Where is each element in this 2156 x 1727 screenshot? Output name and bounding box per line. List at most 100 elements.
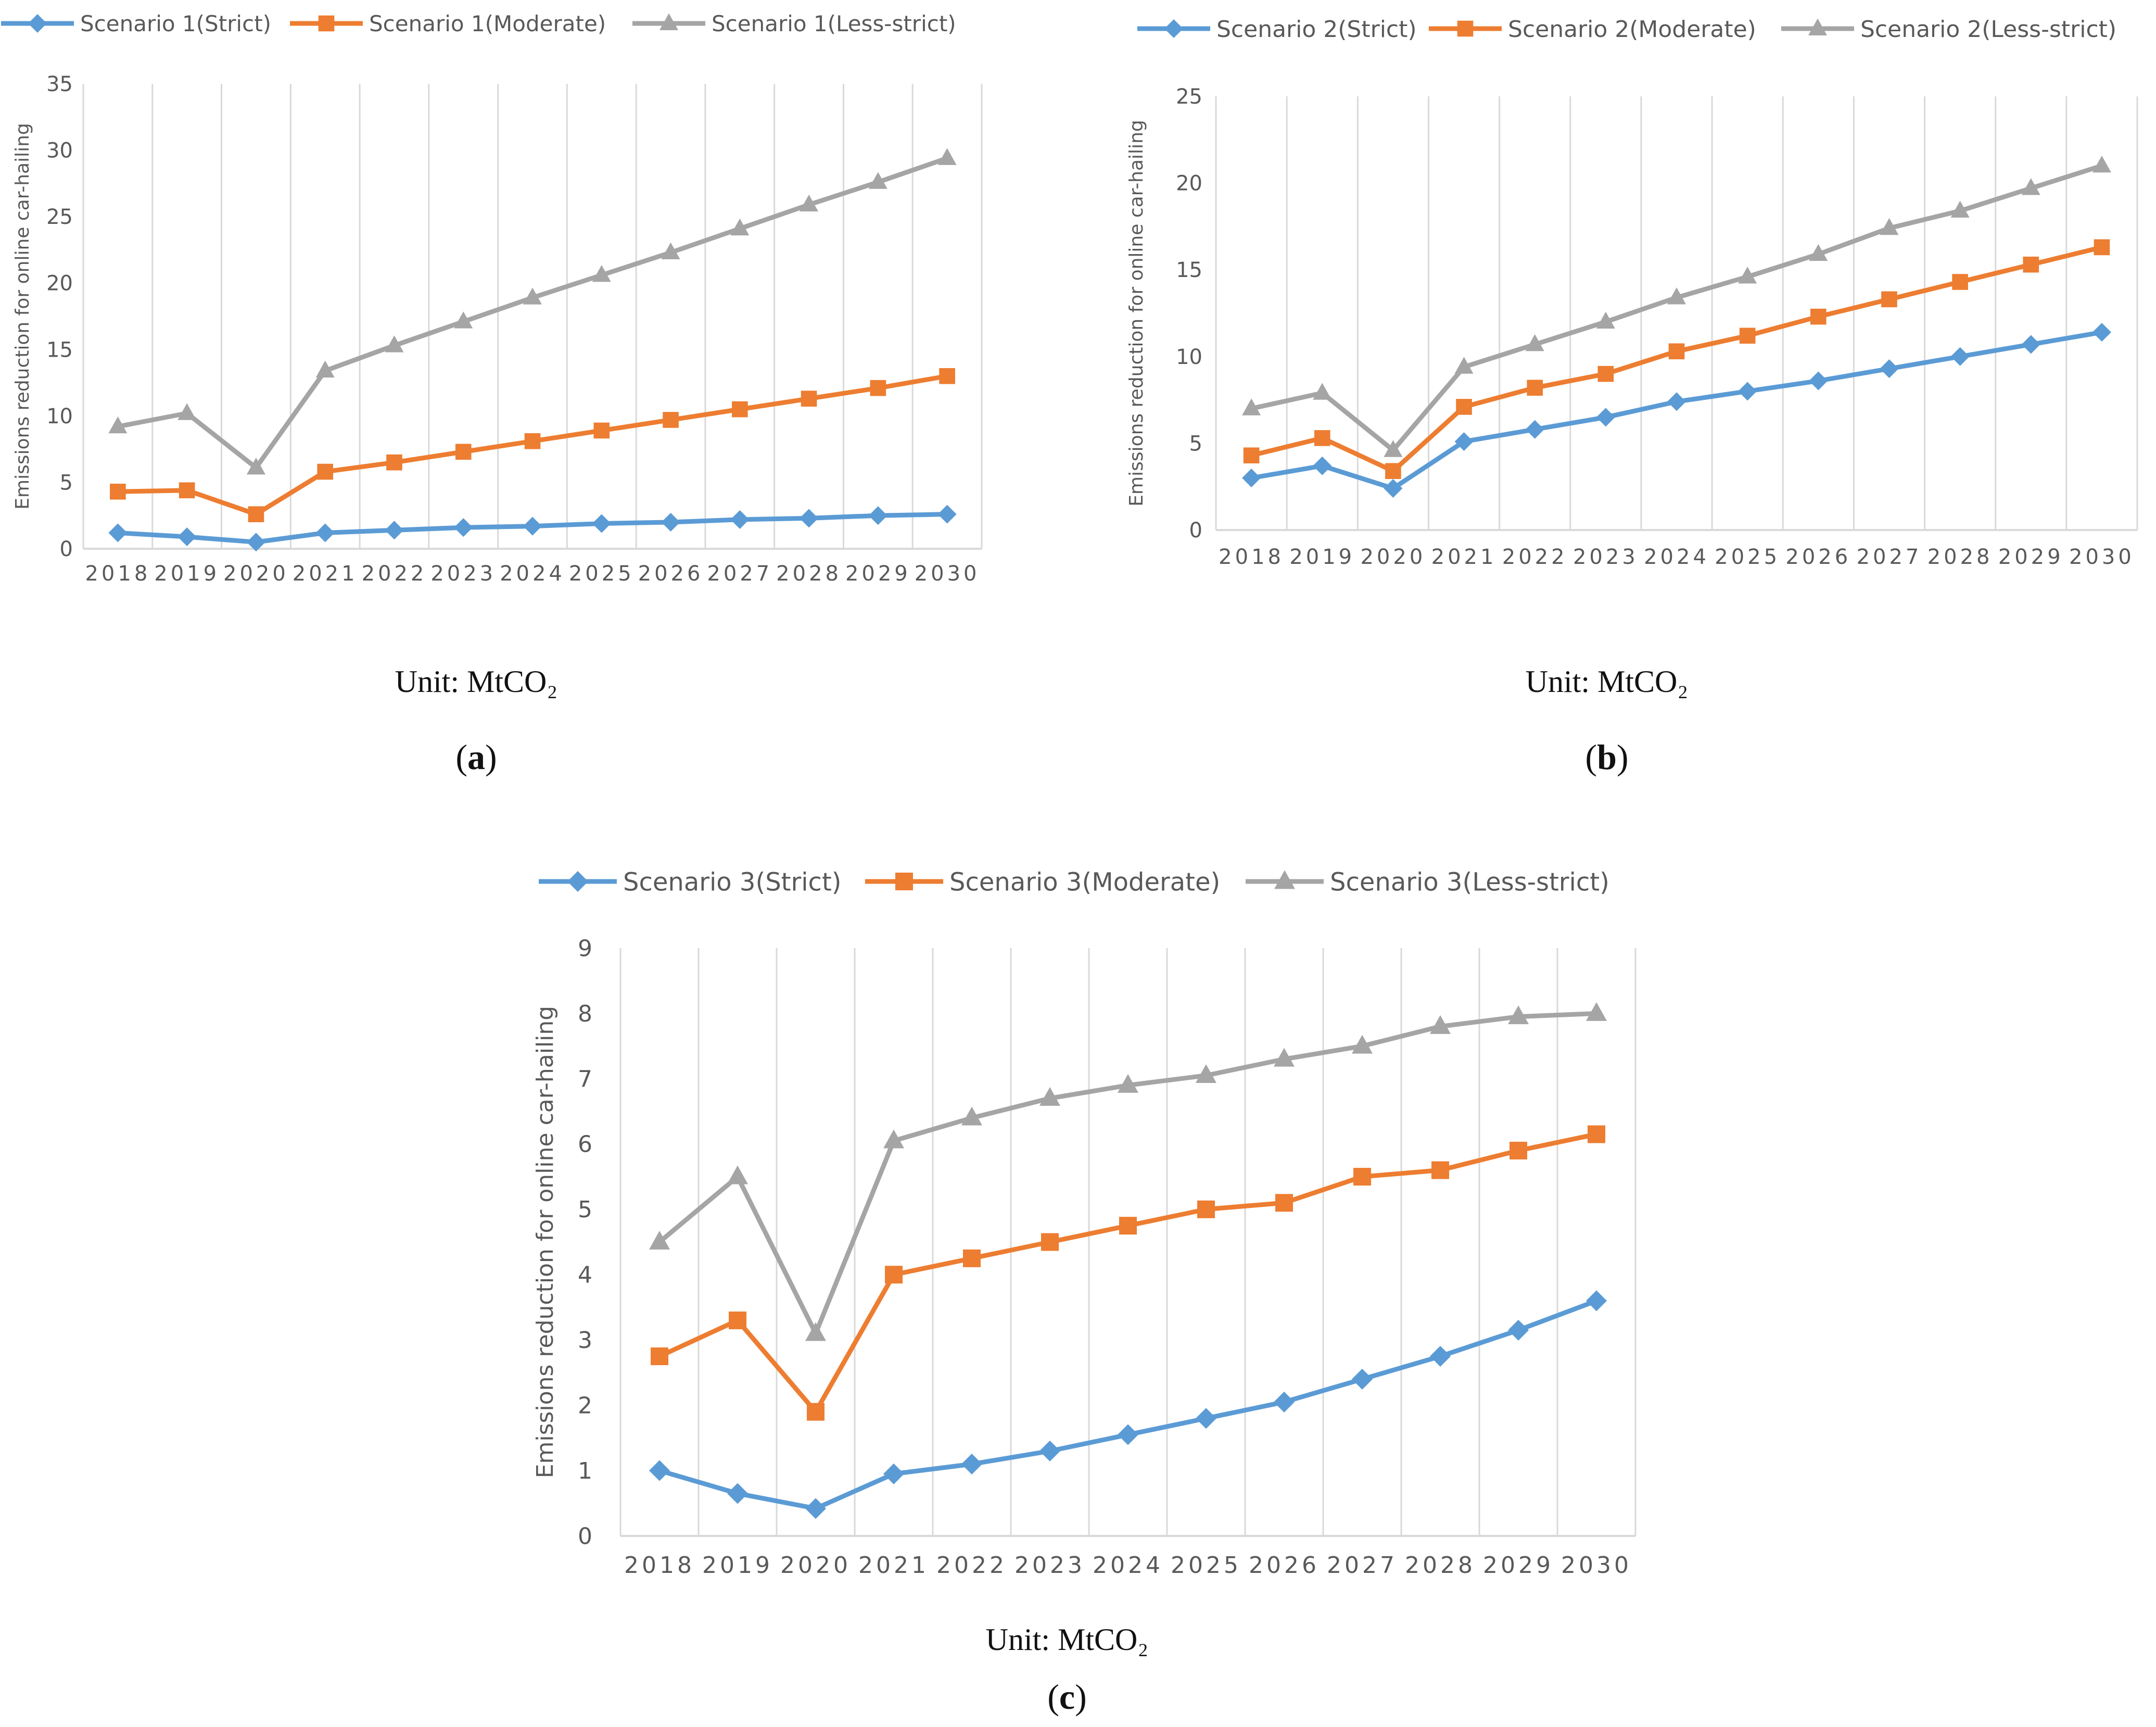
chart-panel-c: 0 1 2 3 4 5 6 7 8 9 2018 2019 2020 2021 2022 2023 2024 20… xyxy=(532,867,1637,1579)
data-point-marker xyxy=(246,457,265,475)
data-point-marker xyxy=(315,523,335,543)
legend-item: Scenario 3(Less-strict) xyxy=(1246,867,1609,897)
y-tick-label: 15 xyxy=(46,338,73,362)
x-tick-label: 2022 xyxy=(1502,545,1568,569)
data-point-marker xyxy=(1313,456,1332,475)
data-point-marker xyxy=(455,444,472,460)
data-point-marker xyxy=(2021,335,2040,354)
data-point-marker xyxy=(730,510,750,529)
data-point-marker xyxy=(1596,408,1615,427)
unit-caption-a: Unit: MtCO₂ xyxy=(395,664,558,699)
data-point-marker xyxy=(1274,1391,1295,1413)
x-tick-label: 2027 xyxy=(707,562,772,586)
x-tick-label: 2025 xyxy=(569,562,635,586)
data-point-marker xyxy=(1196,1408,1216,1429)
unit-caption-c: Unit: MtCO₂ xyxy=(985,1622,1149,1657)
data-point-marker xyxy=(108,523,128,543)
data-point-marker xyxy=(1456,399,1472,415)
data-point-marker xyxy=(801,390,817,407)
panel-label-c: (c) xyxy=(1047,1677,1087,1717)
series-less-strict xyxy=(649,1002,1607,1341)
x-tick-label: 2025 xyxy=(1715,545,1780,569)
data-point-marker xyxy=(1454,432,1474,451)
unit-caption-b: Unit: MtCO₂ xyxy=(1525,664,1689,699)
data-point-marker xyxy=(883,1463,904,1484)
y-tick-label: 7 xyxy=(578,1066,592,1092)
legend-item: Scenario 2(Moderate) xyxy=(1429,16,1756,43)
data-point-marker xyxy=(870,380,886,396)
data-point-marker xyxy=(1454,357,1474,374)
data-point-marker xyxy=(1668,343,1685,360)
data-point-marker xyxy=(1119,1217,1137,1235)
data-point-marker xyxy=(1738,267,1757,284)
data-point-marker xyxy=(1313,383,1332,400)
data-point-marker xyxy=(1738,382,1757,401)
data-point-marker xyxy=(1242,469,1261,488)
data-point-marker xyxy=(661,512,680,532)
data-point-marker xyxy=(1039,1087,1060,1106)
data-point-marker xyxy=(661,242,680,259)
data-point-marker xyxy=(248,506,264,522)
y-tick-label: 25 xyxy=(1176,85,1202,109)
x-tick-label: 2026 xyxy=(638,562,704,586)
x-tick-label: 2021 xyxy=(293,562,358,586)
panel-letter-b: b xyxy=(1597,737,1617,777)
legend-item: Scenario 2(Strict) xyxy=(1137,16,1417,43)
data-point-marker xyxy=(1809,244,1828,261)
series-line xyxy=(658,1299,1597,1511)
data-point-marker xyxy=(177,403,197,420)
data-point-marker xyxy=(1597,365,1614,382)
y-tick-label: 4 xyxy=(578,1262,592,1289)
x-tick-label: 2026 xyxy=(1249,1552,1320,1579)
data-point-marker xyxy=(592,514,611,533)
series-less-strict xyxy=(1242,155,2111,457)
data-point-marker xyxy=(1274,1048,1295,1067)
data-point-marker xyxy=(1588,1125,1605,1143)
data-point-marker xyxy=(523,287,542,305)
data-point-marker xyxy=(1739,327,1756,344)
data-point-marker xyxy=(800,194,819,212)
data-point-marker xyxy=(1586,1290,1607,1312)
data-point-marker xyxy=(727,1165,748,1184)
y-tick-label: 9 xyxy=(578,935,592,962)
data-point-marker xyxy=(177,527,197,547)
data-point-marker xyxy=(805,1498,826,1519)
y-tick-label: 10 xyxy=(46,405,73,428)
x-tick-label: 2021 xyxy=(1431,545,1497,569)
data-point-marker xyxy=(385,335,404,352)
x-tick-label: 2018 xyxy=(624,1552,695,1579)
data-point-marker xyxy=(1596,311,1615,329)
data-point-marker xyxy=(1314,430,1330,446)
x-tick-label: 2020 xyxy=(223,562,289,586)
legend-marker xyxy=(28,14,47,33)
legend-item: Scenario 1(Moderate) xyxy=(290,11,606,36)
y-tick-label: 20 xyxy=(1176,172,1202,196)
x-tick-label: 2025 xyxy=(1171,1552,1241,1579)
legend-item: Scenario 1(Strict) xyxy=(1,11,271,36)
data-point-marker xyxy=(1384,479,1403,498)
data-point-marker xyxy=(1196,1064,1216,1083)
x-tick-label: 2024 xyxy=(500,562,565,586)
data-point-marker xyxy=(592,264,611,282)
legend-marker xyxy=(660,13,678,30)
x-tick-label: 2022 xyxy=(936,1552,1007,1579)
data-point-marker xyxy=(663,412,679,428)
data-point-marker xyxy=(1667,392,1686,411)
panel-label-b: (b) xyxy=(1585,737,1629,777)
x-tick-label: 2030 xyxy=(915,562,980,586)
series-strict xyxy=(1242,323,2111,498)
panel-letter-c: c xyxy=(1059,1677,1075,1717)
data-point-marker xyxy=(649,1230,670,1250)
data-point-marker xyxy=(1881,291,1897,308)
data-point-marker xyxy=(732,401,748,418)
data-point-marker xyxy=(727,1483,748,1504)
y-tick-label: 10 xyxy=(1176,345,1202,369)
data-point-marker xyxy=(1430,1015,1451,1034)
x-tick-label: 2020 xyxy=(780,1552,851,1579)
data-point-marker xyxy=(1952,274,1968,290)
y-axis-label: Emissions reduction for online car-haili… xyxy=(1126,120,1147,506)
x-tick-label: 2023 xyxy=(1573,545,1639,569)
series-strict xyxy=(108,505,957,552)
